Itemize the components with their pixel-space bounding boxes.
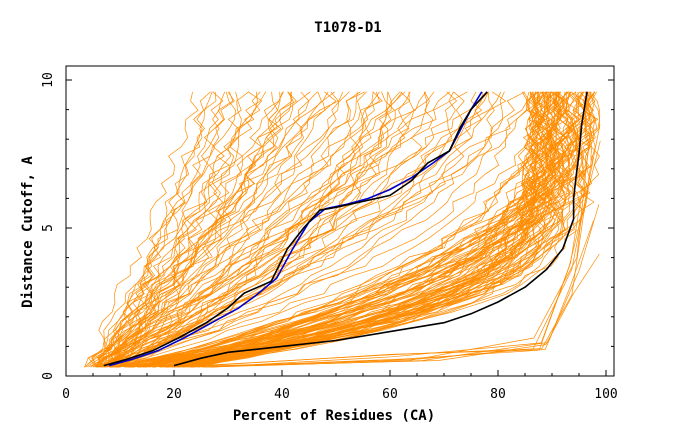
model-curve (191, 91, 596, 368)
model-curve (181, 91, 572, 368)
model-curve (183, 91, 570, 368)
model-curve (113, 91, 236, 368)
y-axis-label: Distance Cutoff, A (20, 156, 36, 308)
model-curve (97, 91, 329, 368)
model-curve (171, 91, 541, 368)
model-curve (205, 131, 592, 368)
model-curve (103, 91, 456, 368)
model-curve (97, 91, 411, 368)
model-curve (105, 91, 292, 368)
model-curve (182, 204, 600, 368)
model-curve (90, 91, 294, 368)
model-curve (123, 91, 577, 368)
model-curve (182, 91, 566, 368)
model-curve (100, 91, 531, 368)
model-curve (110, 91, 483, 368)
model-curve (113, 91, 552, 368)
model-curve (116, 91, 507, 368)
model-curve (98, 91, 489, 368)
model-curve (131, 91, 587, 368)
model-curve (95, 91, 261, 368)
model-curve (83, 91, 311, 368)
model-curve (99, 91, 528, 368)
model-curve (145, 91, 561, 368)
model-curve (191, 91, 596, 368)
model-curve (142, 91, 541, 368)
x-tick-label: 0 (62, 387, 70, 402)
model-curve (84, 91, 263, 368)
model-curve (96, 91, 339, 368)
series-line-3 (173, 91, 588, 367)
chart-title: T1078-D1 (314, 20, 381, 36)
model-curve (88, 91, 489, 368)
x-axis-label: Percent of Residues (CA) (233, 408, 435, 424)
model-curve (100, 91, 383, 368)
model-curve (96, 91, 249, 368)
model-curve (92, 91, 224, 368)
model-curve (111, 91, 435, 368)
model-curve (111, 91, 544, 368)
model-curve (115, 91, 550, 368)
axis-ticks: 0 20 40 60 80 100 0 5 10 (41, 72, 618, 402)
model-curve (109, 91, 282, 368)
model-curve (84, 91, 199, 368)
series-line-2 (103, 91, 488, 367)
model-curve (210, 140, 601, 368)
model-curve (100, 91, 396, 368)
y-tick-label: 0 (41, 372, 56, 380)
model-curve (132, 91, 545, 368)
model-curve (104, 91, 293, 368)
model-curve (93, 91, 428, 368)
x-tick-label: 40 (274, 387, 290, 402)
model-curve (113, 91, 495, 368)
model-curves (83, 91, 601, 368)
model-curve (91, 91, 234, 368)
model-curve (128, 91, 545, 368)
model-curve (106, 91, 458, 368)
model-curve (183, 91, 597, 368)
highlight-series (103, 91, 588, 367)
model-curve (110, 91, 556, 368)
y-tick-label: 10 (41, 72, 56, 88)
x-tick-label: 20 (166, 387, 182, 402)
y-tick-label: 5 (41, 224, 56, 232)
x-tick-label: 80 (490, 387, 506, 402)
model-curve (173, 91, 582, 368)
model-curve (190, 253, 600, 368)
model-curve (114, 91, 318, 368)
model-curve (179, 91, 543, 368)
model-curve (152, 91, 589, 368)
model-curve (107, 91, 375, 368)
model-curve (87, 91, 242, 368)
x-tick-label: 100 (594, 387, 617, 402)
model-curve (104, 91, 596, 368)
x-tick-label: 60 (382, 387, 398, 402)
model-curve (99, 91, 502, 368)
model-curve (202, 124, 601, 368)
model-curve (103, 91, 468, 368)
plot-frame (65, 65, 615, 377)
model-curve (151, 91, 572, 368)
model-curve (86, 91, 235, 368)
model-curve (166, 91, 567, 368)
model-curve (129, 91, 584, 368)
model-curve (101, 91, 427, 368)
model-curve (142, 91, 541, 368)
model-curve (93, 91, 380, 368)
model-curve (104, 91, 361, 368)
model-curve (101, 91, 451, 368)
model-curve (124, 91, 401, 368)
model-curve (95, 91, 406, 368)
model-curve (108, 91, 365, 368)
model-curve (112, 91, 344, 368)
model-curve (116, 91, 403, 368)
model-curve (108, 91, 505, 368)
model-curve (136, 91, 592, 368)
